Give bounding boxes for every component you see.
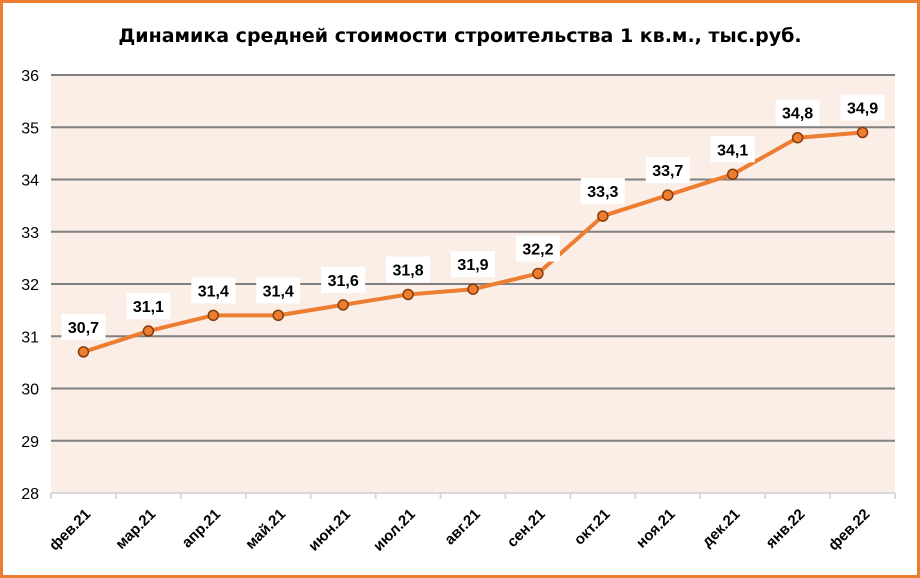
y-tick-label: 30: [21, 382, 39, 399]
data-label: 33,3: [587, 184, 618, 201]
y-tick-label: 33: [21, 225, 39, 242]
data-label-box: [840, 94, 885, 121]
data-label: 31,4: [263, 283, 294, 300]
line-chart: 28 29 30 31 32 33 34 35 36 фев.21 мар.21 апр.21 май.…: [21, 68, 896, 555]
x-tick-label: фев.21: [46, 506, 94, 554]
chart-title: Динамика средней стоимости строительства…: [118, 25, 802, 47]
y-tick-label: 31: [21, 329, 39, 346]
y-tick-label: 35: [21, 120, 39, 137]
x-tick-label: ноя.21: [633, 506, 679, 552]
data-point: [272, 309, 284, 322]
data-label: 34,8: [782, 106, 813, 123]
data-label: 34,9: [847, 100, 878, 117]
data-point: [726, 168, 739, 181]
x-tick-label: дек.21: [699, 506, 744, 551]
data-label: 30,7: [68, 320, 99, 337]
data-point: [142, 325, 155, 337]
data-point: [597, 210, 609, 222]
data-label-box: [386, 256, 431, 283]
x-tick-label: июн.21: [305, 506, 354, 555]
data-label-box: [126, 293, 171, 320]
x-tick-label: окт.21: [571, 506, 614, 549]
data-label-box: [256, 277, 301, 304]
data-label-box: [61, 313, 106, 340]
data-label-box: [451, 251, 495, 278]
x-tick-label: сен.21: [504, 506, 549, 551]
data-label: 31,4: [198, 283, 229, 300]
data-point: [856, 126, 869, 139]
y-tick-label: 29: [21, 434, 39, 451]
data-point: [337, 299, 349, 311]
data-label-box: [321, 266, 366, 293]
data-point: [402, 288, 414, 301]
x-tick-label: май.21: [242, 506, 289, 553]
x-tick-label: апр.21: [179, 506, 225, 552]
data-label-box: [645, 157, 690, 184]
data-label: 31,1: [133, 299, 164, 316]
data-point: [532, 267, 544, 280]
y-tick-label: 28: [21, 486, 39, 503]
data-label: 31,6: [328, 273, 359, 290]
x-tick-label: янв.22: [763, 506, 809, 552]
data-point: [207, 309, 220, 322]
data-point: [467, 283, 479, 295]
data-label: 33,7: [652, 163, 683, 180]
data-label: 32,2: [522, 242, 553, 259]
x-tick-label: июл.21: [370, 506, 419, 555]
data-label-box: [515, 235, 560, 262]
data-point: [662, 189, 674, 201]
x-tick-label: мар.21: [112, 506, 159, 553]
data-point: [77, 346, 90, 358]
data-label: 31,8: [393, 262, 424, 279]
data-point: [791, 131, 804, 144]
data-label-box: [580, 178, 625, 205]
data-label-box: [191, 277, 236, 304]
y-tick-label: 32: [21, 277, 39, 294]
data-label-box: [710, 136, 755, 163]
y-tick-label: 34: [21, 173, 39, 190]
data-label-box: [775, 99, 820, 126]
y-tick-label: 36: [21, 68, 39, 85]
data-label: 31,9: [457, 257, 488, 274]
x-tick-label: авг.21: [441, 506, 484, 549]
data-label: 34,1: [717, 142, 748, 159]
x-tick-label: фев.22: [825, 506, 873, 554]
